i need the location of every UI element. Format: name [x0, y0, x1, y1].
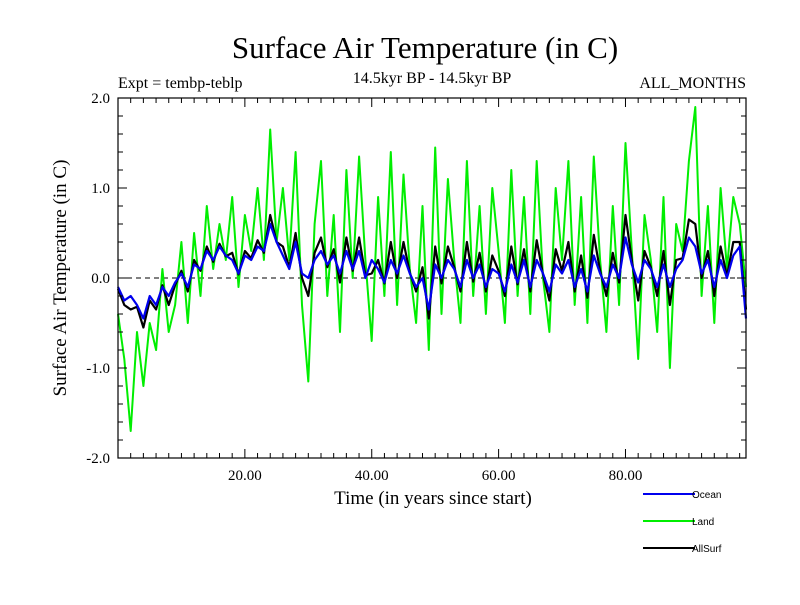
y-tick-label: 2.0 — [91, 91, 110, 107]
plot-area: -2.0 -1.0 0.0 1.0 2.0 20.00 40.00 60.00 80.00 — [86, 91, 748, 484]
legend-label-allsurf: AllSurf — [692, 544, 722, 555]
x-tick-label: 80.00 — [609, 468, 643, 484]
series-line-land — [117, 106, 747, 432]
x-tick-label: 40.00 — [355, 468, 389, 484]
y-axis-label: Surface Air Temperature (in C) — [50, 160, 71, 397]
y-tick-label: -2.0 — [86, 451, 110, 467]
chart-title: Surface Air Temperature (in C) — [232, 30, 618, 65]
x-axis-label: Time (in years since start) — [334, 488, 532, 509]
y-tick-label: -1.0 — [86, 361, 110, 377]
experiment-label: Expt = tembp-teblp — [118, 75, 243, 92]
legend-label-land: Land — [692, 517, 714, 528]
x-tick-label: 60.00 — [482, 468, 516, 484]
legend-label-ocean: Ocean — [692, 490, 721, 501]
legend: Ocean Land AllSurf — [643, 490, 722, 555]
y-tick-label: 1.0 — [91, 181, 110, 197]
chart-subtitle: 14.5kyr BP - 14.5kyr BP — [353, 70, 512, 87]
series-line-ocean — [117, 222, 748, 320]
x-tick-label: 20.00 — [228, 468, 262, 484]
y-tick-label: 0.0 — [91, 271, 110, 287]
months-label: ALL_MONTHS — [639, 75, 746, 92]
